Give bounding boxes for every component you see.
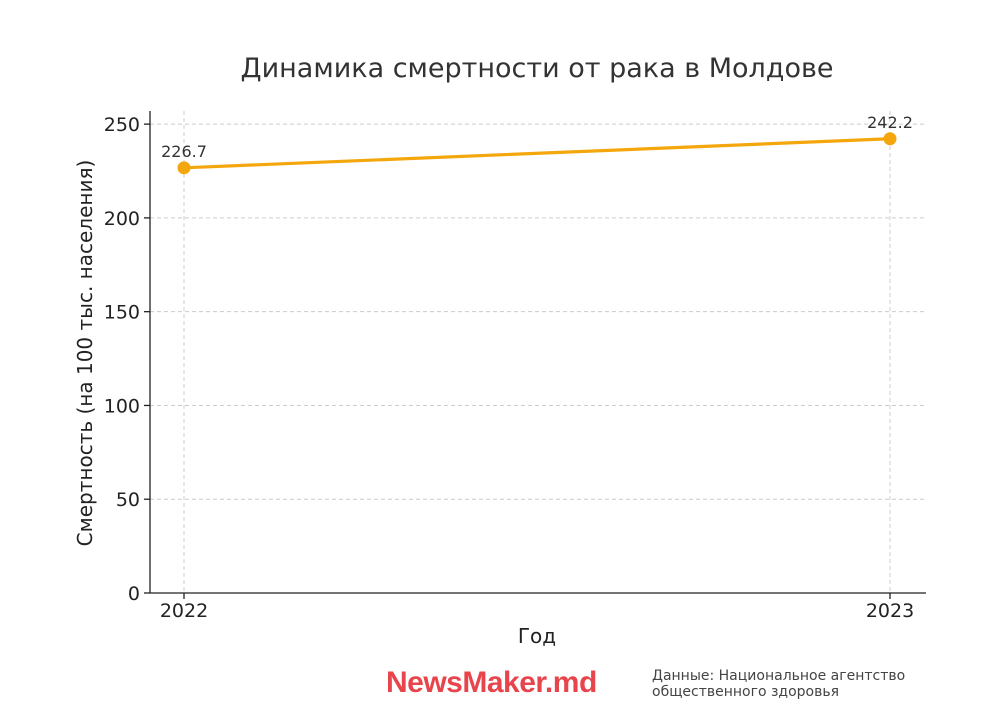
axes: [144, 111, 926, 599]
y-tick-label: 250: [104, 114, 140, 136]
y-tick-label: 150: [104, 302, 140, 324]
y-tick-label: 200: [104, 208, 140, 230]
y-axis-label: Смертность (на 100 тыс. населения): [73, 160, 97, 547]
x-tick-label: 2022: [160, 600, 208, 622]
data-point: [177, 161, 191, 175]
x-tick-labels: 2022 2023: [160, 600, 914, 622]
data-label: 242.2: [867, 113, 913, 132]
source-line-2: общественного здоровья: [652, 684, 840, 700]
series-group: [177, 132, 897, 175]
y-gridlines: [150, 123, 926, 500]
y-tick-label: 50: [116, 489, 140, 511]
source-line-1: Данные: Национальное агентство: [652, 668, 906, 684]
y-tick-labels: 0 50 100 150 200 250: [104, 114, 140, 605]
x-gridlines: [183, 111, 891, 593]
x-tick-label: 2023: [866, 600, 914, 622]
data-label: 226.7: [161, 142, 207, 161]
data-source-note: Данные: Национальное агентство обществен…: [652, 668, 905, 700]
series-line: [182, 137, 892, 170]
chart-title: Динамика смертности от рака в Молдове: [241, 53, 834, 84]
brand-logo: NewsMaker.md: [386, 666, 597, 699]
data-labels: 226.7 242.2: [161, 113, 913, 161]
x-axis-label: Год: [518, 624, 556, 648]
y-tick-label: 0: [128, 583, 140, 605]
y-tick-label: 100: [104, 395, 140, 417]
data-point: [883, 132, 897, 146]
